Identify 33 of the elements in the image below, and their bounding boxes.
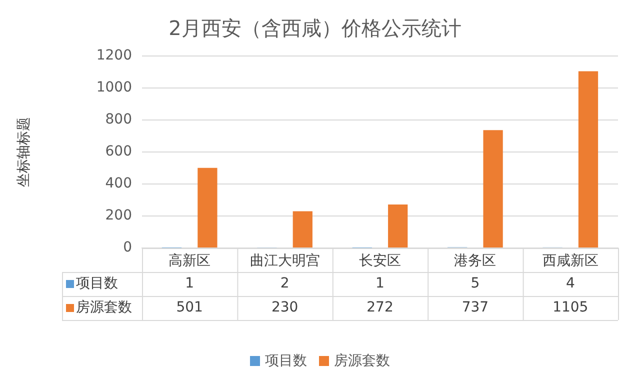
x-tick-label: 曲江大明宫 [250, 253, 320, 270]
text: 房源套数 [334, 353, 390, 369]
bar [578, 71, 598, 248]
y-tick-label: 0 [123, 240, 132, 256]
y-tick-label: 200 [105, 208, 132, 224]
bar [388, 204, 408, 248]
text: 项目数 [265, 353, 307, 369]
bar [198, 168, 218, 248]
x-tick-label: 高新区 [168, 253, 211, 270]
bar [483, 130, 503, 248]
legend-label: 项目数 [76, 276, 118, 292]
data-label: 1 [185, 276, 194, 292]
data-label: 272 [366, 300, 394, 316]
data-label: 4 [566, 276, 575, 292]
y-tick-label: 1000 [96, 80, 132, 96]
data-label: 2 [280, 276, 290, 292]
bar [292, 211, 312, 248]
chart-title: 2月西安（含西咸）价格公示统计 [168, 16, 462, 40]
data-label: 1 [376, 276, 384, 292]
data-label: 230 [271, 300, 298, 316]
y-tick-label: 600 [105, 144, 132, 160]
data-label: 1105 [552, 300, 588, 316]
y-tick-label: 1200 [96, 48, 132, 64]
x-tick-label: 港务区 [454, 253, 496, 270]
legend-label: 房源套数 [76, 300, 132, 316]
y-tick-label: 400 [105, 176, 132, 192]
x-tick-label: 长安区 [359, 253, 401, 270]
x-tick-label: 西咸新区 [542, 253, 598, 270]
data-label: 5 [470, 276, 480, 292]
y-axis-title: 坐标轴标题 [16, 117, 32, 187]
data-label: 501 [176, 300, 203, 316]
data-label: 737 [462, 300, 489, 316]
y-tick-label: 800 [105, 112, 132, 128]
